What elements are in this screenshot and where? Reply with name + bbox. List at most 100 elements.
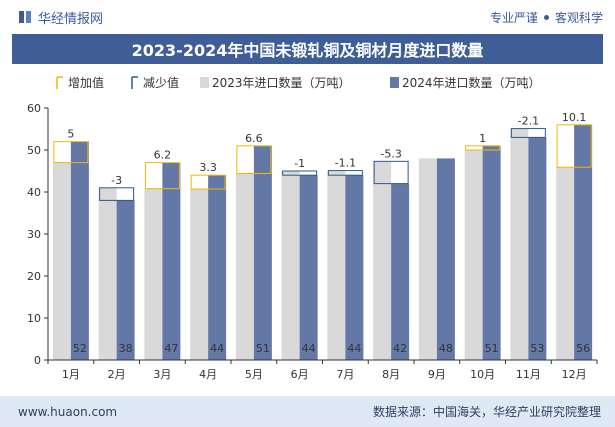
- y-tick-label: 0: [34, 354, 41, 367]
- legend: 增加值 减少值 2023年进口数量（万吨） 2024年进口数量（万吨）: [56, 75, 541, 90]
- tagline: 专业严谨 客观科学: [490, 9, 603, 26]
- x-tick-label: 8月: [382, 368, 400, 381]
- bar-2024: [162, 162, 181, 360]
- x-tick-label: 9月: [428, 368, 446, 381]
- change-label: 5: [67, 128, 74, 141]
- y-tick-label: 10: [27, 312, 41, 325]
- bar-2024-value-label: 44: [347, 342, 361, 355]
- bar-2023: [464, 150, 483, 360]
- bar-2023: [510, 128, 529, 360]
- increase-marker: [53, 141, 89, 164]
- increase-marker: [144, 162, 180, 190]
- decrease-marker: [99, 187, 135, 201]
- legend-series-2023-swatch: [200, 77, 209, 88]
- x-tick-label: 5月: [245, 368, 263, 381]
- change-label: -5.3: [380, 147, 401, 160]
- decrease-marker: [373, 160, 409, 185]
- bar-2024: [528, 137, 547, 360]
- x-axis: 1月 2月 3月 4月 5月 6月 7月 8月 9月 10月 11月 12月: [47, 359, 598, 381]
- bar-2023: [373, 161, 392, 360]
- bar-2024-value-label: 38: [119, 342, 133, 355]
- bar-2024-value-label: 48: [439, 342, 453, 355]
- bar-2023: [144, 188, 163, 360]
- x-tick-label: 10月: [470, 368, 495, 381]
- bar-2024-value-label: 53: [530, 342, 544, 355]
- bar-2023: [98, 187, 117, 360]
- y-tick-label: 40: [27, 186, 41, 199]
- legend-label-2: 2023年进口数量（万吨）: [212, 75, 351, 90]
- y-tick-label: 50: [27, 144, 41, 157]
- x-tick-label: 6月: [291, 368, 309, 381]
- tagline-left: 专业严谨: [489, 10, 538, 25]
- bar-2024: [574, 124, 593, 360]
- increase-marker: [556, 124, 592, 168]
- bullet-icon: [543, 14, 549, 20]
- x-tick-label: 2月: [108, 368, 126, 381]
- bar-2024: [482, 145, 501, 360]
- chart-area: 增加值 减少值 2023年进口数量（万吨） 2024年进口数量（万吨） 0 10 20 30…: [27, 75, 598, 381]
- bar-2024: [70, 141, 89, 360]
- bar-2024-value-label: 47: [164, 342, 178, 355]
- change-label: 10.1: [562, 111, 587, 124]
- legend-decrease-swatch: [131, 76, 138, 89]
- x-tick-label: 3月: [153, 368, 171, 381]
- legend-label-1: 减少值: [143, 75, 179, 90]
- bar-2024: [253, 145, 272, 360]
- website-link[interactable]: www.huaon.com: [18, 404, 118, 419]
- data-source: 数据来源：中国海关，华经产业研究院整理: [372, 405, 601, 419]
- brand-name: 华经情报网: [38, 11, 104, 27]
- change-label: -3: [111, 174, 122, 187]
- tagline-right: 客观科学: [554, 10, 603, 25]
- decrease-marker: [327, 170, 363, 176]
- bar-2024-value-label: 51: [485, 342, 499, 355]
- bar-2023: [418, 158, 437, 360]
- bar-2023: [327, 170, 346, 360]
- y-tick-label: 20: [27, 270, 41, 283]
- y-tick-label: 30: [27, 228, 41, 241]
- change-label: -2.1: [518, 115, 539, 128]
- footer: www.huaon.com 数据来源：中国海关，华经产业研究院整理: [0, 396, 615, 427]
- bars: 52 5 38 -3 47 6.2 44 3.3 51 6.6 44 -1 44 -1.1 42 -5.3 48…: [52, 111, 593, 360]
- change-label: 3.3: [199, 161, 217, 174]
- change-label: 6.6: [245, 132, 263, 145]
- bar-2023: [556, 167, 575, 360]
- legend-series-2024-swatch: [390, 77, 399, 88]
- change-label: -1.1: [335, 157, 356, 170]
- bar-2024: [299, 175, 318, 360]
- x-tick-label: 12月: [562, 368, 587, 381]
- bar-2023: [190, 189, 209, 360]
- increase-marker: [236, 145, 272, 175]
- decrease-marker: [282, 170, 318, 176]
- x-tick-label: 11月: [516, 368, 541, 381]
- bar-2024-value-label: 56: [576, 342, 590, 355]
- decrease-marker: [510, 128, 546, 138]
- bar-2024: [436, 158, 455, 360]
- bar-2024-value-label: 44: [210, 342, 224, 355]
- y-axis: 0 10 20 30 40 50 60: [27, 102, 49, 367]
- x-tick-label: 7月: [336, 368, 354, 381]
- bar-2024-value-label: 44: [302, 342, 316, 355]
- legend-label-0: 增加值: [68, 75, 104, 90]
- bar-2024-value-label: 51: [256, 342, 270, 355]
- bar-2023: [52, 162, 71, 360]
- y-tick-label: 60: [27, 102, 41, 115]
- legend-label-3: 2024年进口数量（万吨）: [402, 75, 541, 90]
- brand: 华经情报网: [18, 8, 103, 27]
- legend-increase-swatch: [56, 76, 63, 89]
- bar-2024: [208, 175, 227, 360]
- change-label: -1: [294, 157, 305, 170]
- increase-marker: [190, 174, 226, 190]
- increase-marker: [465, 145, 501, 151]
- chart-title: 2023-2024年中国未锻轧铜及铜材月度进口数量: [12, 34, 603, 64]
- bar-2024: [116, 200, 135, 360]
- x-tick-label: 1月: [62, 368, 80, 381]
- bar-2024: [345, 175, 364, 360]
- bar-2024: [391, 183, 410, 360]
- change-label: 1: [479, 132, 486, 145]
- top-bar: 华经情报网 专业严谨 客观科学: [0, 0, 615, 34]
- bar-2024-value-label: 52: [73, 342, 87, 355]
- logo-icon: [18, 10, 32, 24]
- bar-2024-value-label: 42: [393, 342, 407, 355]
- change-label: 6.2: [154, 149, 172, 162]
- bar-2023: [281, 171, 300, 360]
